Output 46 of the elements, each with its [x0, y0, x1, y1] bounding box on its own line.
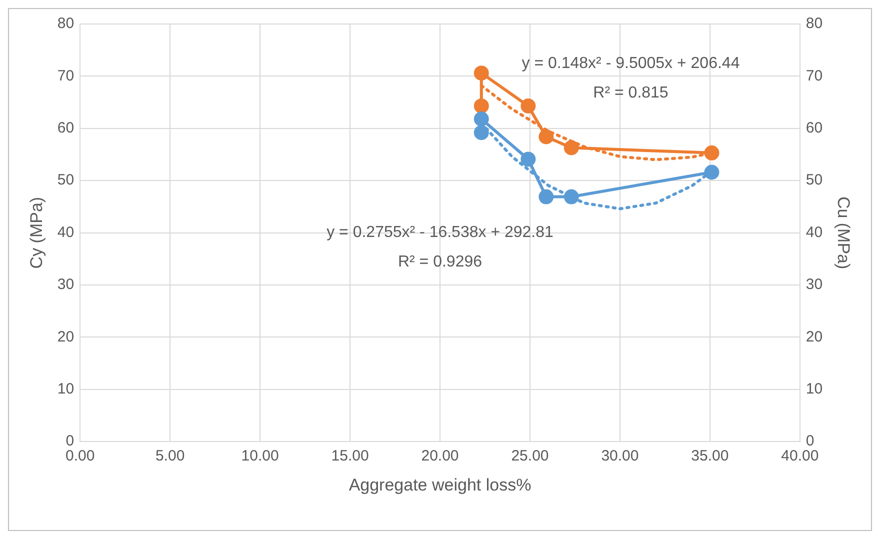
y-tick-label: 20	[57, 328, 74, 346]
x-tick-label: 10.00	[241, 448, 279, 465]
y-tick-label: 0	[66, 432, 74, 450]
y2-axis-title: Cu (MPa)	[834, 196, 854, 270]
point	[520, 152, 536, 167]
y-tick-label: 10	[57, 380, 74, 398]
x-tick-label: 0.00	[65, 448, 95, 465]
annotation: R² = 0.815	[593, 84, 668, 102]
point	[474, 98, 489, 114]
y-tick-label: 40	[57, 224, 74, 241]
x-tick-label: 5.00	[155, 448, 185, 465]
y2-tick-label: 0	[806, 432, 814, 450]
y-tick-label: 60	[57, 120, 74, 137]
point	[474, 66, 489, 81]
y-tick-label: 80	[57, 15, 74, 32]
x-tick-label: 40.00	[781, 448, 819, 465]
y-tick-label: 30	[57, 276, 74, 294]
y2-tick-label: 10	[806, 380, 823, 398]
x-tick-label: 35.00	[691, 448, 729, 465]
point	[520, 98, 536, 114]
point	[564, 140, 579, 156]
y-tick-label: 70	[57, 67, 74, 84]
point	[704, 145, 720, 160]
y2-tick-label: 20	[806, 328, 823, 346]
point	[564, 189, 579, 204]
y2-tick-label: 40	[806, 224, 823, 241]
annotation: y = 0.2755x² - 16.538x + 292.81	[326, 224, 554, 242]
y2-tick-label: 50	[806, 172, 823, 189]
point	[538, 189, 554, 204]
x-axis-title: Aggregate weight loss%	[348, 475, 532, 494]
annotation: y = 0.148x² - 9.5005x + 206.44	[522, 55, 740, 72]
y-tick-label: 50	[57, 172, 74, 189]
y2-tick-label: 80	[806, 15, 823, 32]
point	[474, 125, 489, 140]
x-tick-label: 30.00	[601, 448, 639, 465]
y2-tick-label: 30	[806, 276, 823, 294]
y2-tick-label: 60	[806, 120, 823, 137]
point	[704, 164, 720, 180]
x-tick-label: 25.00	[511, 448, 549, 465]
x-tick-label: 20.00	[421, 448, 459, 465]
point	[474, 112, 489, 127]
y-axis-title: Cy (MPa)	[26, 196, 46, 269]
annotation: R² = 0.9296	[398, 253, 482, 270]
y2-tick-label: 70	[806, 67, 823, 84]
point	[538, 129, 554, 144]
x-tick-label: 15.00	[331, 448, 369, 465]
